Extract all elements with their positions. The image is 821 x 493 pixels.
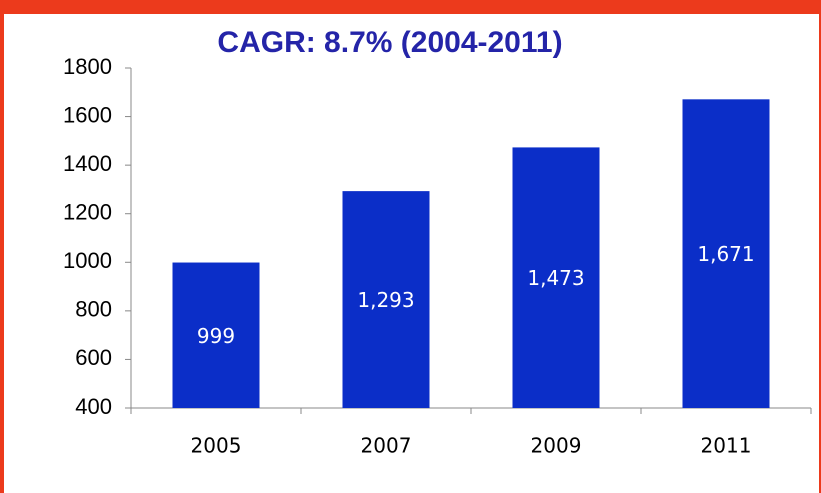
bar xyxy=(172,262,260,408)
y-tick-label: 1800 xyxy=(63,54,112,79)
chart-title: CAGR: 8.7% (2004-2011) xyxy=(217,26,562,59)
y-tick-label: 800 xyxy=(75,297,112,322)
x-tick-label: 2007 xyxy=(361,434,412,458)
y-tick-label: 1200 xyxy=(63,200,112,225)
bar xyxy=(342,191,430,408)
x-tick-label: 2005 xyxy=(191,434,242,458)
left-border xyxy=(0,0,4,493)
value-label: 1,671 xyxy=(697,242,754,266)
value-label: 1,473 xyxy=(527,266,584,290)
value-label: 999 xyxy=(197,324,235,348)
y-tick-label: 1000 xyxy=(63,248,112,273)
x-tick-label: 2009 xyxy=(531,434,582,458)
y-tick-label: 1400 xyxy=(63,151,112,176)
right-border xyxy=(819,0,821,493)
y-tick-label: 400 xyxy=(75,394,112,419)
y-tick-label: 1600 xyxy=(63,102,112,127)
bar xyxy=(682,99,770,408)
value-label: 1,293 xyxy=(357,288,414,312)
x-tick-label: 2011 xyxy=(701,434,752,458)
top-band xyxy=(0,0,821,14)
y-tick-label: 600 xyxy=(75,345,112,370)
bar xyxy=(512,147,600,408)
